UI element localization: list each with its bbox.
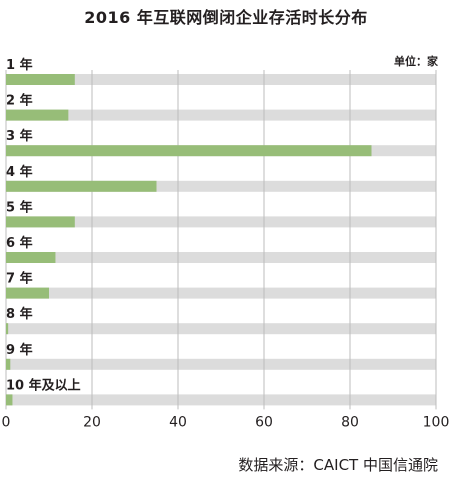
category-label: 3 年 [6, 128, 33, 144]
source-note: 数据来源：CAICT 中国信通院 [238, 456, 438, 474]
bar [6, 358, 11, 370]
bar-track [6, 287, 436, 299]
x-tick-label: 100 [423, 414, 450, 430]
x-tick-label: 0 [2, 414, 11, 430]
bar [6, 394, 13, 406]
bar-track [6, 252, 436, 263]
category-label: 2 年 [6, 93, 33, 109]
bar-track [6, 394, 436, 406]
bar [6, 74, 75, 85]
bar-track [6, 109, 436, 121]
bar-track [6, 74, 436, 85]
category-label: 7 年 [6, 271, 33, 287]
bar [6, 252, 56, 263]
bar-track [6, 323, 436, 335]
category-label: 6 年 [6, 235, 33, 251]
bar [6, 180, 157, 192]
category-label: 9 年 [6, 342, 33, 358]
bar [6, 109, 69, 121]
x-tick-label: 40 [169, 414, 187, 430]
bar [6, 216, 75, 228]
bar-track [6, 216, 436, 228]
x-tick-label: 80 [341, 414, 359, 430]
x-tick-label: 20 [83, 414, 101, 430]
category-label: 4 年 [6, 164, 33, 180]
bar-track [6, 180, 436, 192]
bar [6, 145, 372, 157]
bar [6, 323, 9, 335]
bar-track [6, 358, 436, 370]
category-label: 5 年 [6, 199, 33, 215]
category-label: 10 年及以上 [6, 377, 81, 393]
unit-label: 单位：家 [394, 55, 438, 68]
category-label: 1 年 [6, 57, 33, 73]
x-tick-label: 60 [255, 414, 273, 430]
bar [6, 287, 49, 299]
chart-title: 2016 年互联网倒闭企业存活时长分布 [84, 8, 368, 27]
category-label: 8 年 [6, 306, 33, 322]
